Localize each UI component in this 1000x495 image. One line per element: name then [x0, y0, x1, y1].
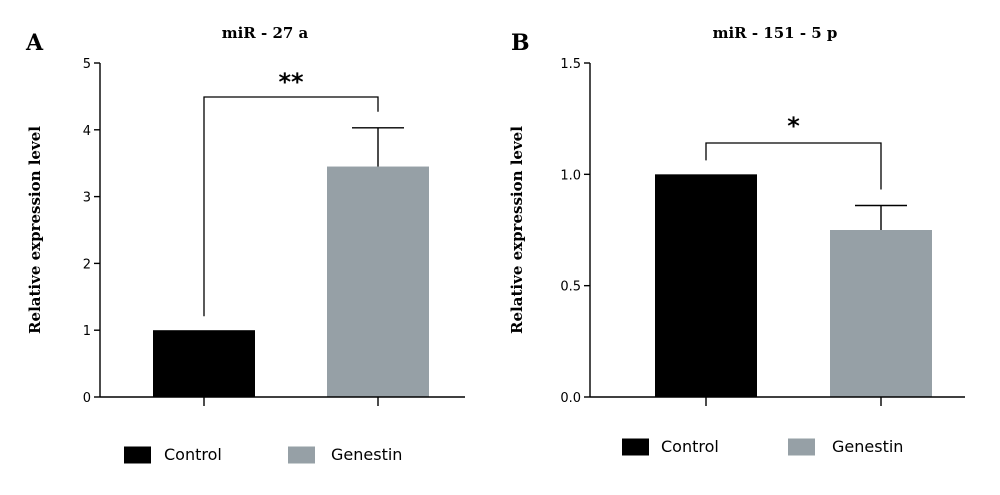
y-tick-label: 0: [83, 391, 91, 406]
bar-control: [655, 174, 757, 397]
significance-bracket: [705, 142, 882, 190]
y-axis-label: Relative expression level: [508, 126, 526, 334]
bar-control: [153, 330, 255, 397]
legend-label-genestin: Genestin: [832, 437, 903, 456]
y-tick-label: 2: [83, 257, 91, 272]
y-tick-label: 3: [83, 191, 91, 206]
panel-label: A: [25, 30, 44, 56]
chart-title: miR - 151 - 5 p: [713, 24, 838, 42]
y-tick-label: 1.5: [560, 57, 581, 72]
y-tick-label: 0.5: [560, 280, 581, 295]
legend-swatch-control: [124, 446, 151, 464]
y-axis-label: Relative expression level: [26, 126, 44, 334]
legend-label-control: Control: [164, 445, 222, 464]
y-tick-label: 1.0: [560, 168, 581, 183]
y-tick-label: 4: [83, 124, 91, 139]
legend-label-genestin: Genestin: [331, 445, 402, 464]
significance-bracket: [203, 96, 379, 317]
legend-swatch-genestin: [788, 438, 815, 456]
panel-label: B: [511, 30, 530, 56]
y-tick-label: 5: [83, 57, 91, 72]
y-tick-label: 1: [83, 324, 91, 339]
legend: Control Genestin: [124, 445, 402, 464]
significance-label: *: [787, 112, 800, 140]
y-tick-label: 0.0: [560, 391, 581, 406]
bar-genestin: [830, 230, 932, 397]
legend-label-control: Control: [661, 437, 719, 456]
bar-genestin: [327, 166, 429, 397]
legend: Control Genestin: [622, 437, 903, 456]
chart-title: miR - 27 a: [222, 24, 309, 42]
legend-swatch-genestin: [288, 446, 315, 464]
significance-label: **: [278, 68, 304, 96]
legend-swatch-control: [622, 438, 649, 456]
